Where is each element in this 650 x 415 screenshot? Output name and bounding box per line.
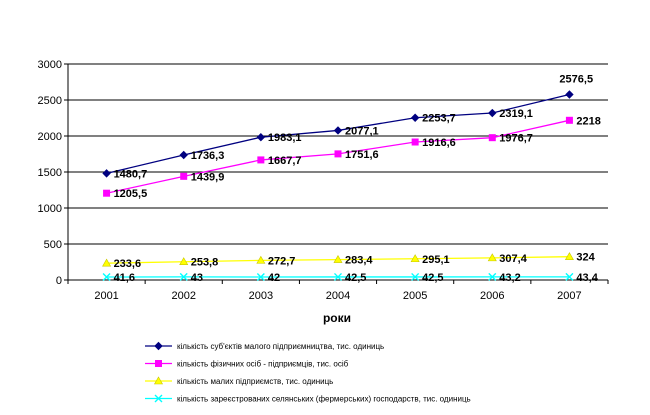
y-tick-label: 2000 [38, 131, 62, 143]
x-marker [256, 272, 265, 281]
data-label: 2253,7 [422, 113, 456, 125]
data-label: 1667,7 [268, 155, 302, 167]
triangle-marker [333, 254, 343, 263]
data-label: 1736,3 [191, 150, 225, 162]
diamond-marker [102, 169, 111, 178]
data-label: 283,4 [345, 255, 373, 267]
data-labels: 1480,7 1736,3 1983,1 2077,1 2253,7 2319,1 2576… [114, 73, 601, 284]
y-tick-label: 1500 [38, 167, 62, 179]
series-1 [102, 90, 574, 178]
series-group [102, 90, 574, 281]
x-tick-label: 2007 [557, 290, 581, 302]
data-label: 2576,5 [559, 73, 593, 85]
y-tick-label: 1000 [38, 203, 62, 215]
diamond-marker [488, 108, 497, 118]
triangle-marker [102, 258, 112, 267]
legend: кількість суб'єктів малого підприємництв… [145, 341, 471, 404]
data-label: 42,5 [345, 272, 366, 284]
legend-item: кількість зареєстрованих селянських (фер… [145, 395, 471, 404]
y-tick-label: 0 [56, 275, 62, 287]
x-tick-label: 2005 [403, 290, 427, 302]
legend-square-marker [155, 360, 162, 367]
x-tick-label: 2002 [171, 290, 195, 302]
legend-item: кількість фізичних осіб - підприємців, т… [145, 360, 349, 369]
x-marker [411, 272, 420, 281]
data-label: 295,1 [422, 254, 450, 266]
triangle-marker [179, 257, 189, 266]
data-label: 307,4 [499, 253, 527, 265]
legend-label: кількість малих підприємств, тис. одиниц… [177, 377, 333, 386]
data-label: 41,6 [114, 272, 135, 284]
data-label: 2077,1 [345, 125, 379, 137]
triangle-marker [410, 254, 420, 263]
y-tick-label: 500 [44, 239, 62, 251]
data-label: 324 [576, 252, 595, 264]
legend-triangle-marker [153, 376, 164, 385]
data-label: 1751,6 [345, 149, 379, 161]
legend-label: кількість зареєстрованих селянських (фер… [177, 395, 471, 404]
x-marker [488, 272, 497, 281]
x-tick-label: 2003 [249, 290, 273, 302]
x-axis-title: роки [323, 311, 351, 325]
data-label: 42 [268, 272, 280, 284]
square-marker [411, 138, 419, 146]
x-marker [334, 272, 342, 281]
square-marker [257, 156, 265, 164]
x-marker [565, 272, 574, 281]
series-3 [102, 252, 574, 267]
legend-label: кількість суб'єктів малого підприємництв… [177, 342, 384, 351]
square-marker [488, 134, 496, 142]
data-label: 2218 [576, 115, 600, 127]
triangle-marker [564, 252, 574, 260]
diamond-marker [179, 150, 188, 160]
data-label: 1916,6 [422, 137, 456, 149]
square-marker [334, 150, 342, 158]
data-label: 253,8 [191, 257, 219, 269]
x-marker [179, 272, 188, 281]
diamond-marker [565, 90, 574, 99]
data-label: 43,2 [499, 272, 520, 284]
data-label: 1205,5 [114, 188, 148, 200]
legend-item: кількість малих підприємств, тис. одиниц… [145, 376, 333, 386]
square-marker [565, 116, 573, 124]
y-tick-label: 3000 [38, 59, 62, 71]
data-label: 233,6 [114, 258, 142, 270]
square-marker [180, 172, 188, 180]
diamond-marker [410, 113, 420, 122]
diamond-marker [256, 133, 266, 142]
legend-item: кількість суб'єктів малого підприємництв… [145, 341, 384, 351]
x-tick-label: 2006 [480, 290, 504, 302]
data-label: 43,4 [576, 272, 598, 284]
x-tick-label: 2004 [326, 290, 350, 302]
data-label: 1480,7 [114, 168, 148, 180]
data-label: 42,5 [422, 272, 443, 284]
series-2 [103, 116, 573, 197]
square-marker [103, 189, 111, 197]
series-4 [102, 272, 574, 281]
data-label: 2319,1 [499, 108, 533, 120]
y-tick-label: 2500 [38, 95, 62, 107]
x-tick-label: 2001 [94, 290, 118, 302]
x-marker [102, 273, 111, 281]
legend-x-marker [154, 394, 163, 403]
data-label: 1439,9 [191, 171, 225, 183]
data-label: 43 [191, 272, 203, 284]
data-label: 1983,1 [268, 132, 302, 144]
diamond-marker [333, 126, 343, 135]
triangle-marker [487, 253, 497, 262]
gridlines [68, 63, 608, 245]
axes: 0 500 1000 1500 2000 2500 3000 2001 2002 2003 2004… [38, 59, 609, 302]
triangle-marker [256, 255, 266, 264]
data-label: 272,7 [268, 255, 296, 267]
legend-label: кількість фізичних осіб - підприємців, т… [177, 360, 349, 369]
legend-diamond-marker [154, 341, 163, 351]
data-label: 1976,7 [499, 133, 533, 145]
